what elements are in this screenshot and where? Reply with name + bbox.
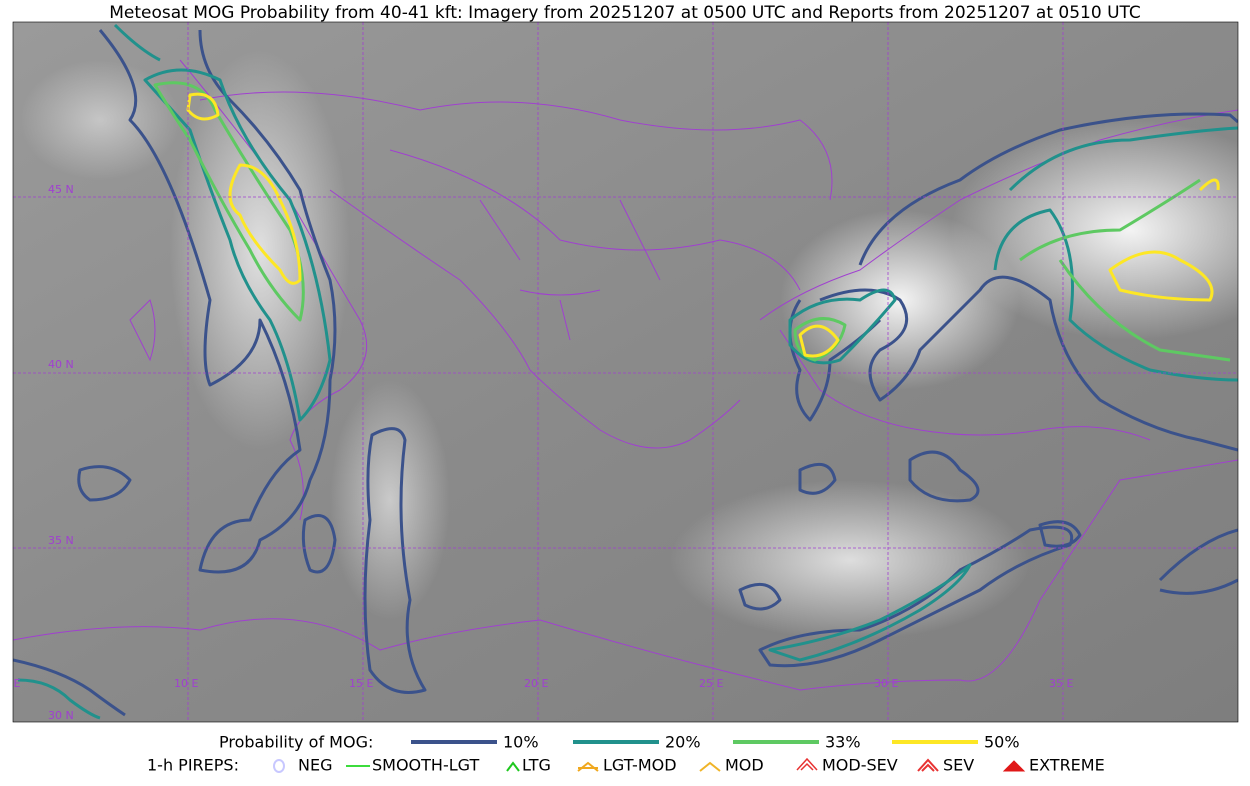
legend-label: MOD-SEV	[822, 756, 898, 775]
lon-label: 25 E	[699, 677, 723, 690]
borders	[13, 59, 1238, 691]
legend-icon	[796, 757, 818, 771]
legend-icon	[577, 761, 599, 772]
legend-label: NEG	[298, 756, 332, 775]
map: 45 N 40 N 35 N 30 N 5 E 10 E 15 E 20 E 2…	[3, 22, 1238, 722]
legend-title: 1-h PIREPS:	[147, 756, 239, 775]
title: Meteosat MOG Probability from 40-41 kft:…	[109, 3, 1141, 23]
cloud	[20, 60, 180, 180]
lat-label: 45 N	[48, 183, 74, 196]
legend-label: 33%	[825, 733, 861, 752]
probability-contours	[13, 23, 1238, 720]
lat-label: 30 N	[48, 709, 74, 722]
graticule	[13, 22, 1238, 722]
map-frame	[12, 21, 1239, 723]
legend-title: Probability of MOG:	[219, 733, 373, 752]
legend-label: LGT-MOD	[603, 756, 677, 775]
legend-label: LTG	[522, 756, 551, 775]
lon-label: 15 E	[349, 677, 373, 690]
legend-label: SEV	[943, 756, 974, 775]
cloud	[330, 380, 450, 620]
lon-label: 30 E	[874, 677, 898, 690]
legend-icon	[917, 758, 939, 772]
legend-icon	[273, 759, 285, 773]
lon-label: 20 E	[524, 677, 548, 690]
lon-label: 10 E	[174, 677, 198, 690]
lat-label: 40 N	[48, 358, 74, 371]
lon-label: 35 E	[1049, 677, 1073, 690]
legend-label: 10%	[503, 733, 539, 752]
lon-label: 5 E	[3, 677, 20, 690]
legend-label: MOD	[725, 756, 764, 775]
lat-label: 35 N	[48, 534, 74, 547]
legend: 10% 20% 33% 50% NEG SMOOTH-LGT LTG LGT-MOD MOD MO…	[273, 733, 1105, 775]
legend-label: 20%	[665, 733, 701, 752]
legend-icon	[699, 761, 721, 772]
legend-icon	[506, 761, 520, 772]
legend-label: SMOOTH-LGT	[372, 756, 479, 775]
legend-label: EXTREME	[1029, 756, 1105, 775]
cloud	[950, 120, 1238, 340]
cloud	[670, 480, 1030, 640]
legend-icon	[1002, 760, 1026, 772]
legend-label: 50%	[984, 733, 1020, 752]
